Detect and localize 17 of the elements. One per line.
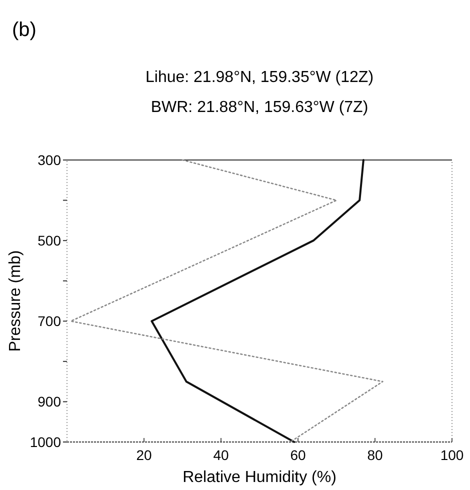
chart-title: Lihue: 21.98°N, 159.35°W (12Z) xyxy=(145,69,374,86)
line-series xyxy=(150,159,364,443)
x-tick-label: 60 xyxy=(290,447,306,463)
y-tick-label: 500 xyxy=(38,232,62,248)
y-tick-label: 1000 xyxy=(30,434,62,450)
chart-subtitle: BWR: 21.88°N, 159.63°W (7Z) xyxy=(150,99,368,116)
y-tick-label: 300 xyxy=(38,152,62,168)
text: (b) xyxy=(12,19,36,41)
y-tick-label: 700 xyxy=(38,313,62,330)
y-axis-title: Pressure (mb) xyxy=(7,250,24,352)
x-tick-label: 40 xyxy=(213,447,229,463)
x-tick-label: 80 xyxy=(367,447,383,463)
y-tick-label: 900 xyxy=(38,394,62,410)
x-tick-label: 100 xyxy=(440,447,464,463)
x-tick-label: 20 xyxy=(136,447,152,463)
x-axis-title: Relative Humidity (%) xyxy=(182,469,336,486)
line-series xyxy=(70,159,384,443)
